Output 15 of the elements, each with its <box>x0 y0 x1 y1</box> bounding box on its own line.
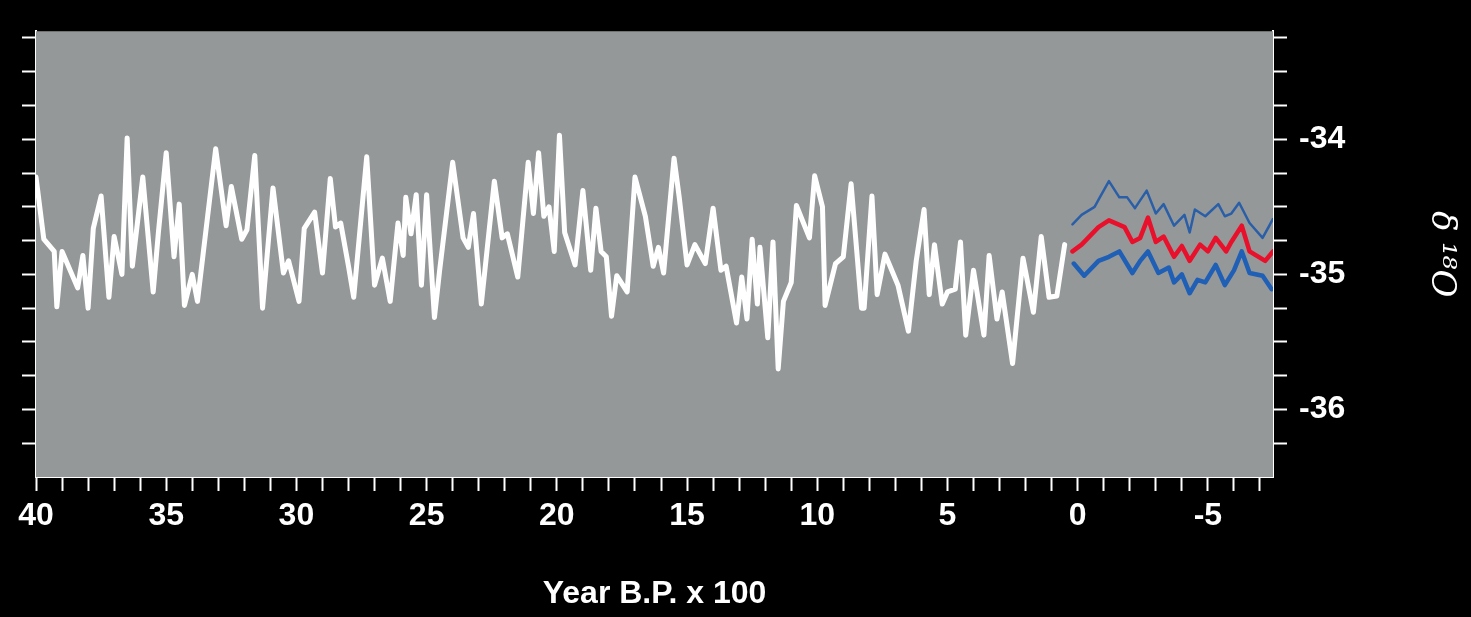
x-tick-label: 35 <box>148 496 185 533</box>
y-tick-label: -36 <box>1299 389 1346 426</box>
x-tick-label: 30 <box>278 496 315 533</box>
x-tick-label: 40 <box>18 496 54 533</box>
x-tick-label: 5 <box>938 496 957 533</box>
x-tick-label: 10 <box>799 496 836 533</box>
x-tick-label: -5 <box>1193 496 1223 533</box>
x-tick-label: 15 <box>669 496 705 533</box>
x-tick-label: 0 <box>1068 496 1087 533</box>
y-tick-label: -34 <box>1299 119 1346 156</box>
y-tick-label: -35 <box>1299 254 1346 291</box>
x-tick-label: 25 <box>408 496 445 533</box>
x-axis-title: Year B.P. x 100 <box>542 573 767 610</box>
y-axis-title: δ ¹⁸O <box>1423 210 1464 298</box>
x-tick-label: 20 <box>539 496 575 533</box>
